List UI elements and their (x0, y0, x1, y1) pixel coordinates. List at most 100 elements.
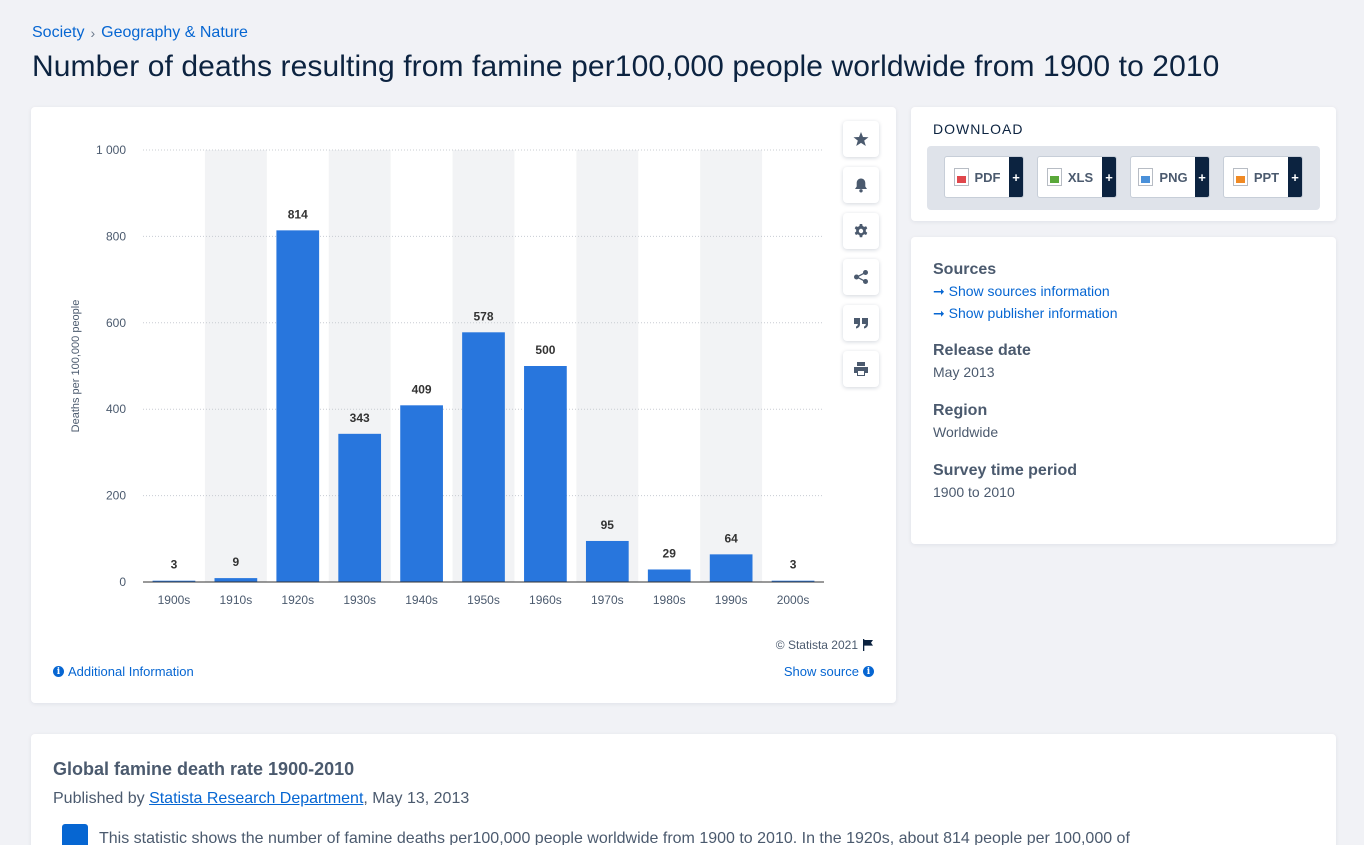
region-heading: Region (933, 402, 988, 419)
bar (585, 540, 629, 582)
download-png-plus[interactable]: + (1195, 157, 1209, 197)
x-tick-label: 1990s (715, 593, 748, 607)
y-tick-label: 200 (106, 489, 126, 503)
download-png-button[interactable]: PNG + (1130, 156, 1210, 198)
download-ppt-plus[interactable]: + (1288, 157, 1302, 197)
additional-information-link[interactable]: i Additional Information (53, 664, 194, 679)
published-prefix: Published by (53, 790, 150, 807)
data-label: 814 (288, 207, 308, 221)
x-tick-label: 1920s (281, 593, 314, 607)
x-tick-label: 1950s (467, 593, 500, 607)
flag-icon[interactable] (862, 639, 874, 651)
metadata-card: Sources ➞ Show sources information ➞ Sho… (911, 237, 1336, 544)
xls-file-icon (1046, 168, 1062, 186)
y-axis-label: Deaths per 100,000 people (70, 300, 82, 433)
region-value: Worldwide (933, 424, 999, 440)
release-date-heading: Release date (933, 342, 1031, 359)
statistic-icon (62, 824, 88, 845)
show-source-label: Show source (783, 664, 859, 679)
settings-button[interactable] (843, 213, 879, 249)
y-tick-label: 800 (106, 229, 126, 243)
bell-icon (855, 178, 867, 193)
pdf-file-icon (953, 168, 969, 186)
print-icon (854, 362, 868, 376)
description-text: This statistic shows the number of famin… (99, 830, 1130, 845)
data-label: 343 (350, 411, 370, 425)
cite-button[interactable] (843, 305, 879, 341)
download-pdf-plus[interactable]: + (1009, 157, 1023, 197)
breadcrumb-separator: › (90, 25, 96, 41)
breadcrumb-society[interactable]: Society (32, 24, 85, 41)
download-ppt-label: PPT (1253, 169, 1280, 185)
bar (524, 366, 567, 582)
breadcrumb: Society › Geography & Nature (32, 24, 248, 42)
chart-card: 0 200 400 600 800 1 000 3 1900s 9 1910s 814 1920s 34… (31, 107, 896, 703)
show-publisher-link[interactable]: ➞ Show publisher information (933, 305, 1118, 321)
png-file-icon (1138, 168, 1154, 186)
data-label: 29 (663, 546, 677, 560)
bar (400, 405, 443, 582)
x-tick-label: 1960s (529, 593, 562, 607)
info-icon: i (863, 666, 874, 677)
x-tick-label: 1900s (158, 593, 191, 607)
data-label: 3 (790, 558, 797, 572)
favorite-button[interactable] (843, 121, 879, 157)
chart-band (700, 150, 763, 582)
share-button[interactable] (843, 259, 879, 295)
published-by: Published by Statista Research Departmen… (53, 790, 469, 808)
print-button[interactable] (843, 351, 879, 387)
bar (462, 332, 505, 582)
data-label: 409 (412, 382, 432, 396)
x-tick-label: 1980s (653, 593, 686, 607)
download-ppt-button[interactable]: PPT + (1223, 156, 1303, 198)
bar (647, 569, 691, 582)
description-title: Global famine death rate 1900-2010 (53, 759, 355, 779)
show-source-link[interactable]: Show source i (784, 664, 874, 679)
quote-icon (854, 318, 868, 329)
download-xls-button[interactable]: XLS + (1037, 156, 1117, 198)
publisher-link[interactable]: Statista Research Department (149, 790, 364, 807)
download-title: DOWNLOAD (933, 121, 1024, 137)
bar (338, 433, 382, 582)
download-xls-plus[interactable]: + (1102, 157, 1116, 197)
x-tick-label: 1930s (343, 593, 376, 607)
data-label: 578 (473, 309, 493, 323)
survey-period-heading: Survey time period (933, 462, 1078, 479)
bar (214, 578, 258, 582)
data-label: 95 (601, 518, 615, 532)
y-tick-label: 1 000 (96, 143, 126, 157)
chart-copyright: © Statista 2021 (776, 638, 874, 652)
data-label: 500 (535, 343, 555, 357)
chart-band (576, 150, 639, 582)
download-pdf-label: PDF (974, 169, 1001, 185)
download-xls-label: XLS (1067, 169, 1094, 185)
copyright-text: © Statista 2021 (775, 638, 858, 652)
bar (152, 580, 196, 582)
download-card: DOWNLOAD PDF + XLS + PNG + PPT + (911, 107, 1336, 221)
page-title: Number of deaths resulting from famine p… (32, 50, 1220, 83)
gear-icon (854, 224, 868, 238)
download-pdf-button[interactable]: PDF + (944, 156, 1024, 198)
release-date-value: May 2013 (933, 364, 995, 380)
data-label: 64 (724, 531, 738, 545)
x-tick-label: 2000s (777, 593, 810, 607)
y-tick-label: 0 (119, 575, 126, 589)
bar (709, 554, 753, 582)
download-png-label: PNG (1159, 169, 1188, 185)
x-tick-label: 1910s (220, 593, 253, 607)
y-tick-label: 600 (106, 316, 126, 330)
show-sources-link[interactable]: ➞ Show sources information (933, 283, 1110, 299)
info-icon: i (53, 666, 64, 677)
chart-band (204, 150, 267, 582)
data-label: 9 (233, 555, 240, 569)
description-card: Global famine death rate 1900-2010 Publi… (31, 734, 1336, 845)
additional-information-label: Additional Information (68, 664, 194, 679)
x-tick-label: 1970s (591, 593, 624, 607)
bar (771, 580, 815, 582)
bar (276, 230, 320, 582)
ppt-file-icon (1232, 168, 1248, 186)
notification-button[interactable] (843, 167, 879, 203)
star-icon (853, 132, 869, 146)
breadcrumb-geography-nature[interactable]: Geography & Nature (101, 24, 248, 41)
